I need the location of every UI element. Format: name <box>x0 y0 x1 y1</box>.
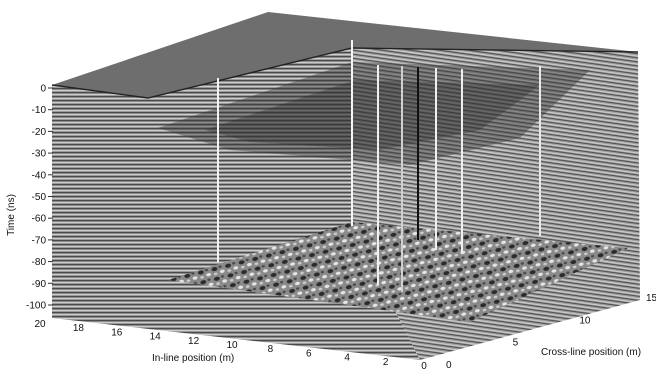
inline-tick-label: 16 <box>111 327 123 338</box>
shallow-slice-core <box>205 80 540 150</box>
deep-time-slice <box>168 222 628 322</box>
trace-markers <box>217 40 541 292</box>
time-tick-label: -20 <box>32 127 47 138</box>
crossline-axis-title: Cross-line position (m) <box>541 347 641 358</box>
inline-tick-label: 20 <box>34 319 46 330</box>
crossline-tick-label: 15 <box>646 293 656 304</box>
inline-axis-title: In-line position (m) <box>152 353 234 364</box>
time-tick-label: -90 <box>32 279 47 290</box>
inline-tick-label: 6 <box>306 348 312 359</box>
inline-tick-label: 18 <box>73 323 85 334</box>
inline-tick-label: 12 <box>188 336 200 347</box>
volume-top-surface <box>52 12 638 98</box>
inline-tick-label: 4 <box>344 353 350 364</box>
inline-tick-label: 14 <box>150 332 162 343</box>
inline-tick-label: 2 <box>383 357 389 368</box>
time-tick-label: -60 <box>32 214 47 225</box>
time-axis: 0 -10 -20 -30 -40 -50 -60 -70 -80 -90 -100 <box>26 84 53 312</box>
inline-tick-label: 0 <box>421 361 427 372</box>
time-axis-title: Time (ns) <box>6 194 17 236</box>
time-tick-label: -70 <box>32 235 47 246</box>
inline-axis: 20 18 16 14 12 10 8 6 4 2 0 <box>34 319 427 372</box>
volume-top-edge <box>51 47 639 99</box>
crossline-tick-label: 5 <box>513 338 519 349</box>
inline-tick-label: 10 <box>226 340 238 351</box>
crossline-tick-label: 0 <box>446 360 452 371</box>
time-tick-label: -30 <box>32 149 47 160</box>
time-tick-label: -10 <box>32 105 47 116</box>
shallow-time-slice <box>158 62 590 165</box>
time-tick-label: -100 <box>26 301 46 312</box>
time-tick-label: 0 <box>40 84 46 95</box>
time-tick-label: -80 <box>32 257 47 268</box>
time-tick-label: -40 <box>32 170 47 181</box>
time-tick-label: -50 <box>32 192 47 203</box>
crossline-tick-label: 10 <box>579 315 591 326</box>
inline-tick-label: 8 <box>268 344 274 355</box>
crossline-axis: 0 5 10 15 <box>446 293 656 371</box>
